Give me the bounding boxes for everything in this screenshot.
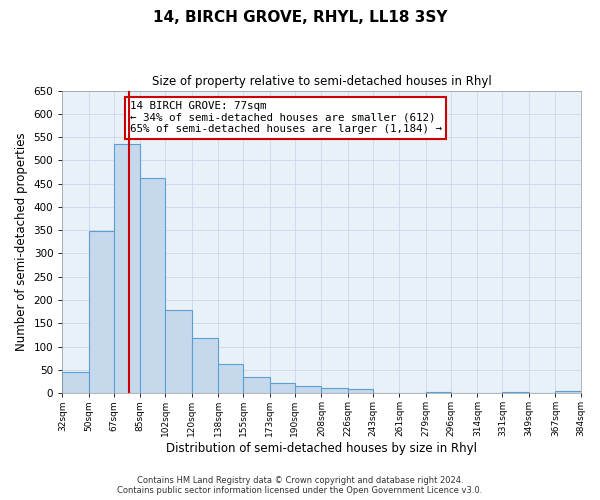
Bar (426, 392, 451, 393)
Bar (270, 383, 295, 393)
Bar (166, 310, 192, 393)
Text: 14, BIRCH GROVE, RHYL, LL18 3SY: 14, BIRCH GROVE, RHYL, LL18 3SY (153, 10, 447, 25)
Bar (114, 144, 140, 393)
Text: 14 BIRCH GROVE: 77sqm
← 34% of semi-detached houses are smaller (612)
65% of sem: 14 BIRCH GROVE: 77sqm ← 34% of semi-deta… (130, 101, 442, 134)
Bar (218, 364, 244, 393)
Bar (140, 178, 166, 393)
Text: Contains HM Land Registry data © Crown copyright and database right 2024.
Contai: Contains HM Land Registry data © Crown c… (118, 476, 482, 495)
Bar (295, 386, 322, 393)
Bar (192, 338, 218, 393)
Bar (89, 231, 114, 393)
Bar (556, 392, 581, 393)
Y-axis label: Number of semi-detached properties: Number of semi-detached properties (15, 132, 28, 351)
Bar (502, 392, 529, 393)
X-axis label: Distribution of semi-detached houses by size in Rhyl: Distribution of semi-detached houses by … (166, 442, 477, 455)
Bar (322, 388, 348, 393)
Title: Size of property relative to semi-detached houses in Rhyl: Size of property relative to semi-detach… (152, 75, 491, 88)
Bar (244, 377, 270, 393)
Bar (62, 372, 89, 393)
Bar (348, 390, 373, 393)
